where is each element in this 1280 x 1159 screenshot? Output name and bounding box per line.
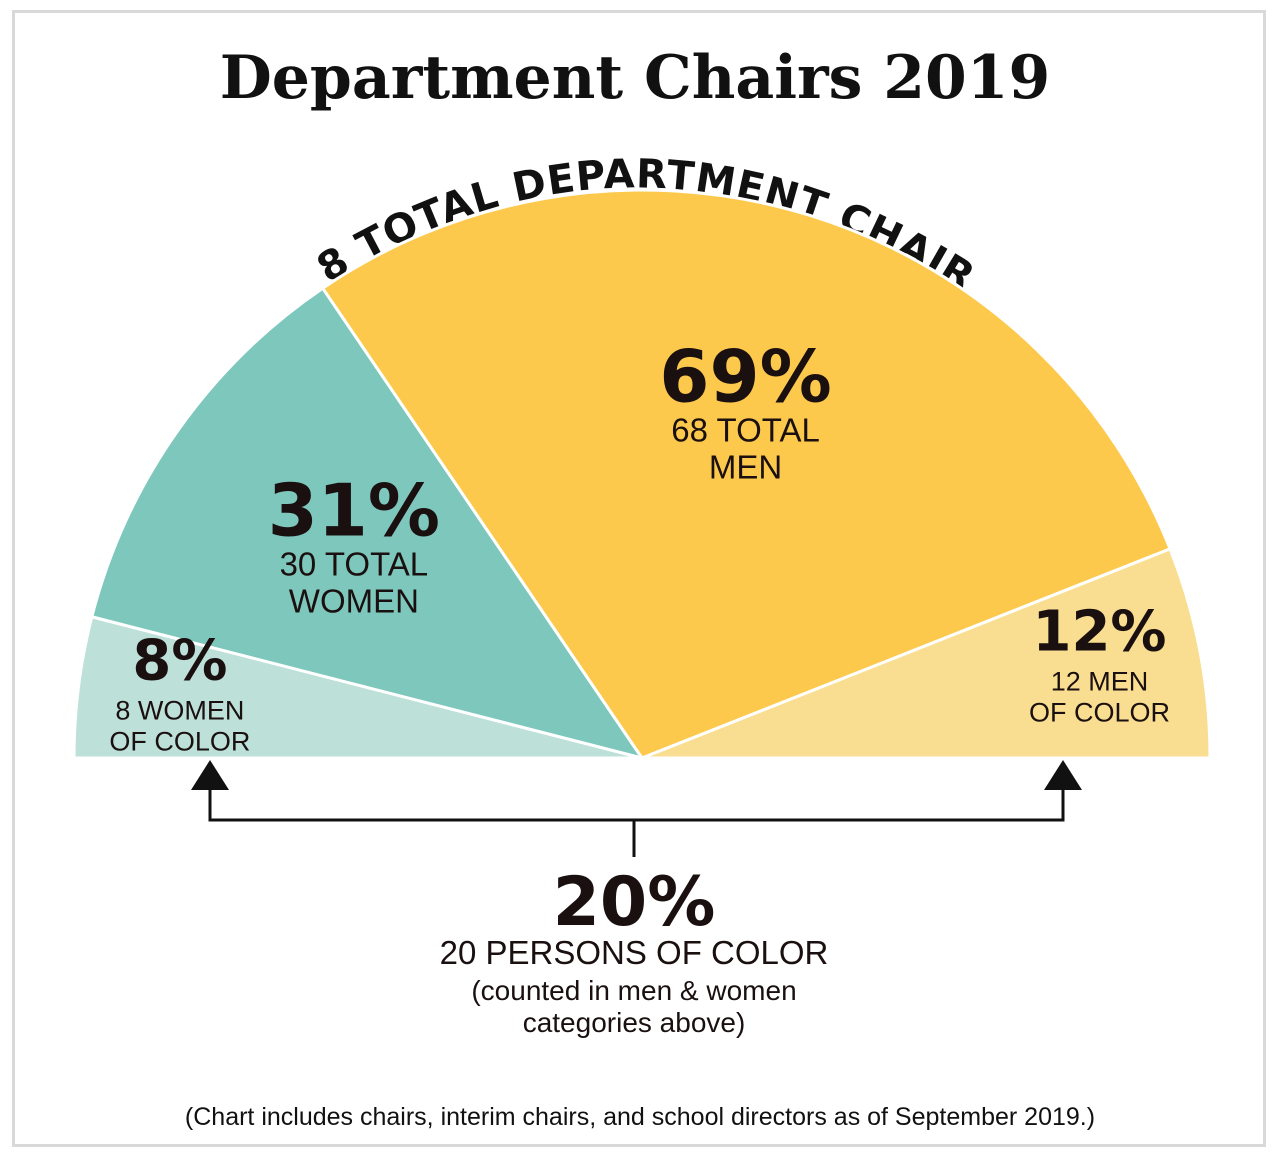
bracket [191,760,1082,857]
group-line-3: categories above) [523,1007,746,1038]
slice-desc-line: 30 TOTAL [280,546,429,583]
slice-pct-label: 12% [1032,600,1166,665]
slice-desc-line: 8 WOMEN [115,696,244,726]
slice-men-of-color [641,546,1212,760]
group-label: 20% 20 PERSONS OF COLOR (counted in men … [440,863,829,1038]
slice-desc-line: OF COLOR [1029,698,1170,728]
footnote: (Chart includes chairs, interim chairs, … [185,1103,1095,1131]
slice-desc-line: OF COLOR [109,727,250,757]
left-arrow-icon [191,760,229,790]
slice-desc-line: 12 MEN [1051,667,1149,697]
slice-men [320,188,1173,760]
right-arrow-icon [1044,760,1082,790]
slice-pct-label: 31% [268,469,440,553]
slice-desc-line: WOMEN [289,583,419,620]
bracket-line [208,790,1065,822]
slice-desc-line: 68 TOTAL [671,411,820,448]
slices [72,188,1212,761]
group-pct: 20% [553,863,716,942]
slice-desc-line: MEN [709,448,782,485]
group-line-1: 20 PERSONS OF COLOR [440,934,829,971]
slice-pct-label: 69% [659,334,831,418]
chart-title: Department Chairs 2019 [220,43,1051,113]
slice-women [90,286,646,761]
slice-pct-label: 8% [132,629,227,694]
group-line-2: (counted in men & women [471,975,796,1006]
